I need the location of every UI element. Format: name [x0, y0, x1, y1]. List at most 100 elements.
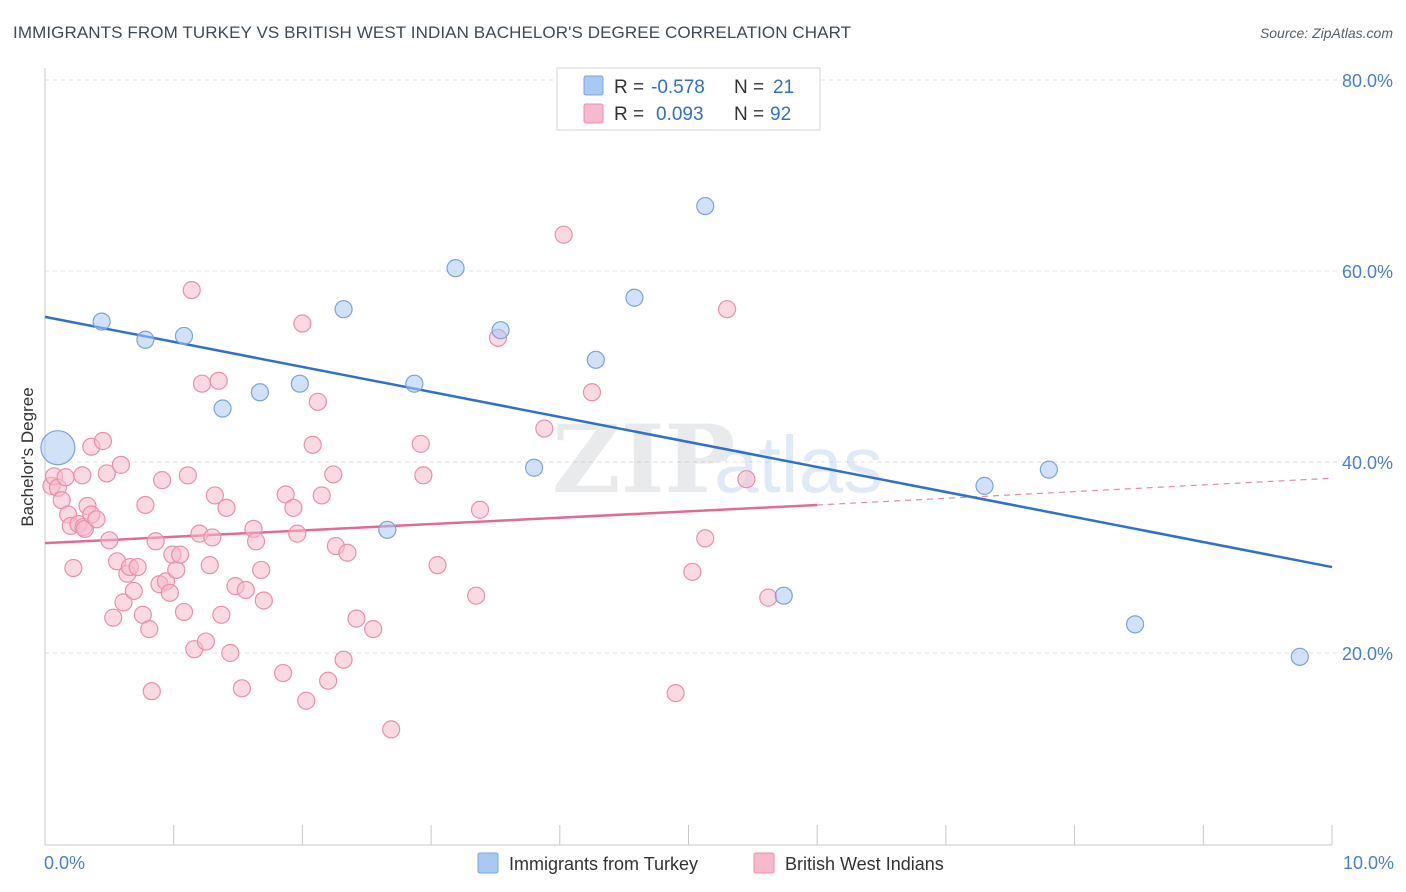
data-point-bwi: [308, 392, 327, 411]
x-tick-label: 10.0%: [1343, 853, 1394, 873]
stats-r-value-turkey: -0.578: [651, 77, 705, 98]
data-point-bwi: [759, 588, 778, 607]
stats-r-label-turkey: R =: [614, 77, 644, 98]
data-point-turkey: [1125, 615, 1145, 634]
stats-n-label-bwi: N =: [734, 104, 764, 125]
data-point-bwi: [111, 455, 131, 474]
data-point-bwi: [414, 466, 433, 485]
data-point-bwi: [192, 374, 212, 393]
data-point-bwi: [582, 383, 602, 402]
data-point-bwi: [203, 528, 222, 547]
data-point-turkey: [625, 288, 644, 307]
data-point-turkey: [290, 374, 309, 393]
data-point-bwi: [97, 464, 116, 483]
data-point-bwi: [284, 498, 303, 517]
series-legend: Immigrants from Turkey British West Indi…: [477, 852, 944, 874]
data-point-bwi: [297, 691, 316, 710]
data-point-bwi: [338, 543, 357, 562]
data-point-turkey: [446, 259, 465, 278]
stats-r-value-bwi: 0.093: [656, 104, 704, 125]
data-point-bwi: [217, 498, 236, 517]
x-tick-labels: 0.0% 10.0%: [44, 853, 1394, 873]
data-point-bwi: [209, 371, 228, 390]
data-point-bwi: [128, 557, 147, 577]
chart-title: IMMIGRANTS FROM TURKEY VS BRITISH WEST I…: [13, 23, 852, 42]
data-point-bwi: [382, 720, 401, 739]
data-point-bwi: [347, 609, 366, 628]
data-point-turkey: [378, 520, 397, 539]
data-point-bwi: [303, 435, 322, 454]
data-point-bwi: [718, 300, 737, 319]
watermark: ZIP atlas: [552, 405, 883, 515]
x-tick-label: 0.0%: [44, 853, 85, 873]
data-point-turkey: [975, 476, 994, 495]
trend-line-bwi: [44, 503, 818, 545]
data-point-turkey: [586, 350, 605, 369]
data-point-turkey: [1290, 647, 1309, 666]
data-point-bwi: [153, 471, 172, 490]
data-point-bwi: [312, 486, 331, 505]
data-point-bwi: [683, 562, 702, 581]
data-point-turkey: [334, 300, 353, 319]
data-point-bwi: [124, 581, 143, 601]
data-point-turkey: [250, 383, 270, 402]
data-point-bwi: [273, 663, 293, 683]
data-point-bwi: [56, 468, 75, 487]
y-tick-label: 80.0%: [1342, 71, 1393, 91]
data-point-bwi: [171, 545, 190, 564]
data-point-bwi: [93, 431, 113, 451]
data-point-bwi: [411, 434, 430, 453]
data-point-bwi: [142, 682, 161, 701]
data-point-bwi: [167, 560, 186, 580]
data-point-bwi: [334, 650, 353, 669]
data-point-bwi: [293, 314, 312, 333]
stats-n-value-bwi: 92: [770, 104, 791, 125]
data-point-bwi: [276, 485, 295, 504]
data-point-turkey: [213, 399, 232, 418]
data-point-bwi: [467, 586, 486, 605]
y-tick-label: 20.0%: [1342, 644, 1393, 664]
data-point-bwi: [205, 486, 224, 505]
data-point-bwi: [246, 532, 266, 551]
stats-r-label-bwi: R =: [614, 104, 644, 125]
trend-line-turkey: [44, 315, 1333, 569]
data-point-bwi: [696, 529, 715, 548]
stats-legend-swatch-turkey: [583, 75, 604, 96]
data-point-turkey: [405, 374, 424, 393]
y-tick-labels: 20.0% 40.0% 60.0% 80.0%: [1342, 71, 1393, 664]
legend-swatch-bwi: [753, 852, 775, 874]
gridlines: [45, 79, 1392, 654]
data-point-turkey: [491, 321, 510, 340]
data-point-bwi: [364, 620, 383, 639]
legend-swatch-turkey: [477, 852, 499, 874]
data-point-turkey: [774, 586, 793, 605]
data-point-bwi: [174, 602, 194, 622]
data-point-bwi: [254, 591, 273, 610]
data-point-bwi: [232, 679, 252, 698]
data-point-bwi: [319, 671, 338, 690]
y-tick-label: 60.0%: [1342, 262, 1393, 282]
legend-label-bwi: British West Indians: [785, 854, 944, 874]
data-point-turkey: [1039, 460, 1058, 479]
series-immigrants-turkey: [40, 196, 1309, 666]
data-point-bwi: [470, 500, 490, 519]
data-point-bwi: [146, 532, 165, 551]
data-point-bwi: [324, 465, 343, 484]
data-point-bwi: [221, 643, 240, 663]
data-point-turkey: [136, 330, 155, 349]
data-point-bwi: [73, 466, 92, 485]
data-point-bwi: [212, 605, 231, 624]
watermark-zip: ZIP: [552, 405, 735, 515]
data-point-bwi: [252, 560, 271, 580]
data-point-turkey: [696, 196, 715, 216]
data-point-bwi: [178, 466, 197, 485]
trend-line-bwi-extension: [817, 477, 1333, 506]
data-point-bwi: [160, 583, 179, 602]
data-point-bwi: [196, 632, 215, 651]
data-point-turkey: [92, 312, 111, 331]
stats-n-label-turkey: N =: [734, 77, 764, 98]
stats-legend-swatch-bwi: [583, 103, 604, 124]
data-point-bwi: [64, 558, 83, 578]
data-point-bwi: [114, 593, 133, 612]
